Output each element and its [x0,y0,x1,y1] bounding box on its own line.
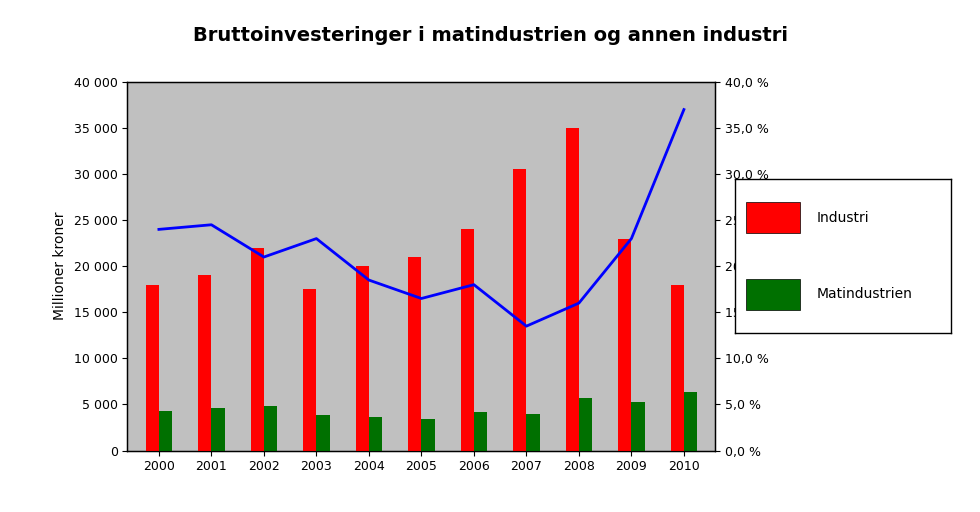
Bar [474,412,487,451]
Bar [631,402,645,451]
Bar [618,239,631,451]
Bar [251,248,264,451]
Bar [198,275,212,451]
Bar [746,202,800,233]
Bar [684,392,697,451]
Bar [746,279,800,310]
Bar [579,398,592,451]
Text: Bruttoinvesteringer i matindustrien og annen industri: Bruttoinvesteringer i matindustrien og a… [192,26,788,45]
Text: Matindustrien: Matindustrien [817,287,912,302]
Bar [368,417,382,451]
Bar [514,169,526,451]
Y-axis label: Millioner kroner: Millioner kroner [53,212,67,321]
Bar [526,414,540,451]
Bar [146,285,159,451]
Bar [421,419,434,451]
Bar [317,415,329,451]
Bar [409,257,421,451]
Bar [565,128,579,451]
Bar [159,411,172,451]
Bar [461,229,474,451]
Bar [264,407,277,451]
Bar [356,266,368,451]
Bar [670,285,684,451]
Bar [212,408,224,451]
Bar [303,289,317,451]
Text: Industri: Industri [817,210,869,225]
